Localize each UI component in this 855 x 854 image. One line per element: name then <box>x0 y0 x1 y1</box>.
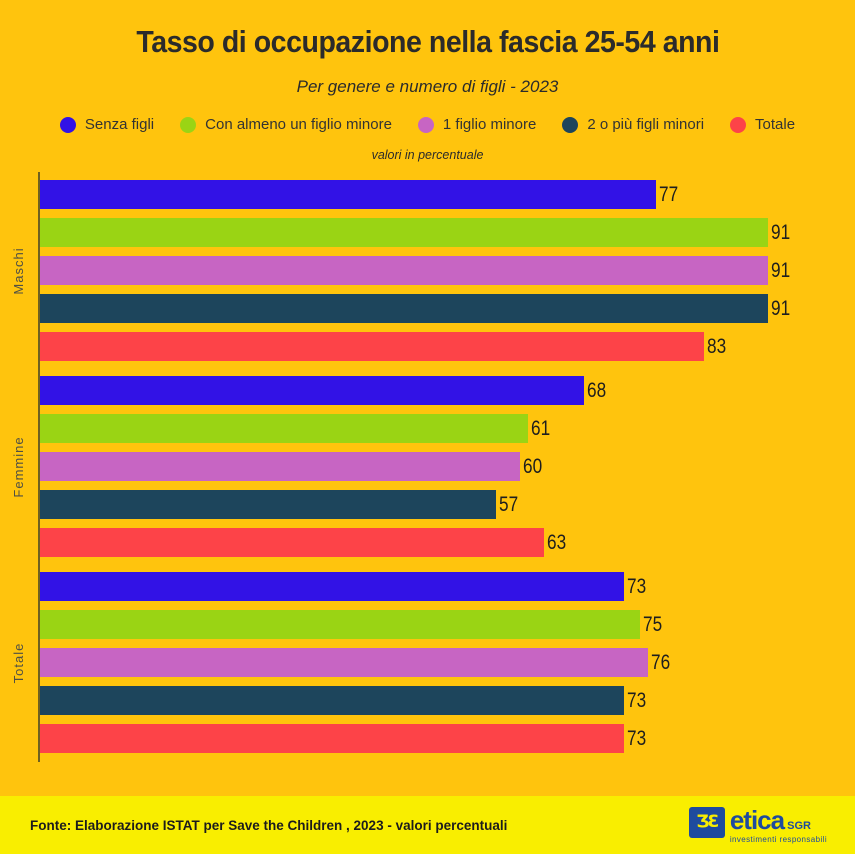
bar-value-label: 57 <box>499 493 519 516</box>
legend-item-label: Con almeno un figlio minore <box>205 116 392 133</box>
bar <box>40 452 520 481</box>
bar-row: 76 <box>40 648 855 677</box>
bar-value-label: 91 <box>771 221 791 244</box>
etica-sgr-logo: ƷƐ etica SGR investimenti responsabili <box>688 804 827 844</box>
axis-units-note: valori in percentuale <box>371 148 484 162</box>
etica-logo-icon: ƷƐ <box>688 806 725 838</box>
bar <box>40 610 640 639</box>
bar-value-label: 73 <box>627 689 647 712</box>
page-title: Tasso di occupazione nella fascia 25-54 … <box>135 24 720 59</box>
bar <box>40 414 528 443</box>
bar-value-label: 63 <box>547 531 567 554</box>
legend: Senza figli Con almeno un figlio minore 1 … <box>0 116 855 133</box>
category-label: Femmine <box>11 435 26 498</box>
bar-row: 61 <box>40 414 855 443</box>
logo-brand-name: etica <box>729 804 785 835</box>
bar-value-label: 76 <box>651 651 671 674</box>
bar <box>40 294 768 323</box>
chart-groups: Maschi 77 91 91 91 83 Femmine 68 61 60 57 63 Totale 7… <box>11 180 855 753</box>
bar-value-label: 60 <box>523 455 543 478</box>
bar-row: 91 <box>40 256 855 285</box>
category-label: Maschi <box>11 246 26 295</box>
source-note: Fonte: Elaborazione ISTAT per Save the C… <box>30 817 508 833</box>
legend-item: 2 o più figli minori <box>562 116 704 133</box>
bar-value-label: 68 <box>587 379 607 402</box>
bar <box>40 256 768 285</box>
legend-item: 1 figlio minore <box>417 116 537 133</box>
bar-group-maschi: Maschi 77 91 91 91 83 <box>11 180 855 361</box>
bar <box>40 332 704 361</box>
bar-row: 63 <box>40 528 855 557</box>
bar-row: 75 <box>40 610 855 639</box>
bar-row: 68 <box>40 376 855 405</box>
bar <box>40 686 624 715</box>
logo-brand-suffix: SGR <box>787 819 811 832</box>
y-axis-line <box>38 172 40 762</box>
legend-item-label: 1 figlio minore <box>442 116 537 133</box>
legend-color-dot-icon <box>417 116 434 133</box>
legend-color-dot-icon <box>562 116 579 133</box>
bar-value-label: 73 <box>627 575 647 598</box>
legend-item: Con almeno un figlio minore <box>180 116 392 133</box>
page-subtitle: Per genere e numero di figli - 2023 <box>296 77 559 96</box>
bar <box>40 490 496 519</box>
legend-item: Senza figli <box>59 116 155 133</box>
bar-value-label: 73 <box>627 727 647 750</box>
bar-row: 73 <box>40 572 855 601</box>
footer: Fonte: Elaborazione ISTAT per Save the C… <box>0 796 855 854</box>
bar <box>40 376 584 405</box>
bar-row: 73 <box>40 686 855 715</box>
legend-color-dot-icon <box>59 116 76 133</box>
category-label: Totale <box>11 642 26 683</box>
bar <box>40 180 656 209</box>
bar-value-label: 91 <box>771 259 791 282</box>
bar <box>40 528 544 557</box>
legend-item-label: Senza figli <box>84 116 155 133</box>
bar-row: 77 <box>40 180 855 209</box>
bar <box>40 572 624 601</box>
bar-value-label: 91 <box>771 297 791 320</box>
bar-group-femmine: Femmine 68 61 60 57 63 <box>11 376 855 557</box>
logo-tagline: investimenti responsabili <box>729 834 827 844</box>
legend-item-label: 2 o più figli minori <box>587 116 705 133</box>
bar-row: 91 <box>40 218 855 247</box>
bar-row: 57 <box>40 490 855 519</box>
bar-row: 91 <box>40 294 855 323</box>
bar <box>40 648 648 677</box>
bar <box>40 218 768 247</box>
bar-group-totale: Totale 73 75 76 73 73 <box>11 572 855 753</box>
legend-item-label: Totale <box>755 116 796 133</box>
bar-row: 83 <box>40 332 855 361</box>
legend-item: Totale <box>730 116 795 133</box>
bar-row: 73 <box>40 724 855 753</box>
bar <box>40 724 624 753</box>
bar-chart: Maschi 77 91 91 91 83 Femmine 68 61 60 57 63 Totale 7… <box>11 172 855 762</box>
legend-color-dot-icon <box>180 116 197 133</box>
bar-row: 60 <box>40 452 855 481</box>
bar-value-label: 77 <box>659 183 679 206</box>
bar-value-label: 61 <box>531 417 551 440</box>
legend-color-dot-icon <box>730 116 747 133</box>
bar-value-label: 83 <box>707 335 727 358</box>
bar-value-label: 75 <box>643 613 663 636</box>
